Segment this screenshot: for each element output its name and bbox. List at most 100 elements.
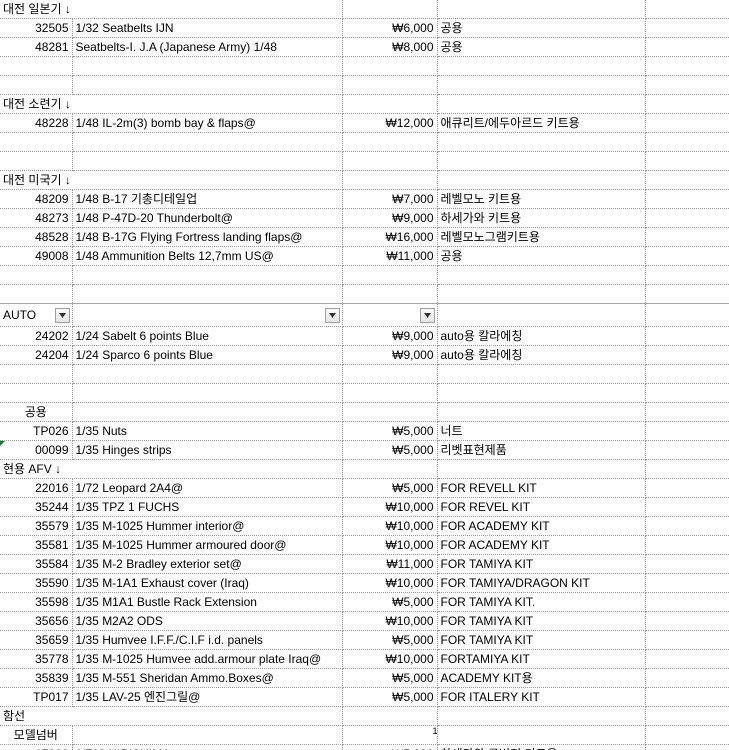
cell-empty[interactable] [645,478,729,498]
cell-code[interactable]: 00099 [0,440,73,460]
cell-note[interactable]: 레벨모노 키트용 [437,189,646,209]
cell-empty[interactable] [645,630,729,650]
cell-code[interactable]: 35839 [0,668,73,688]
cell-note[interactable]: FORTAMIYA KIT [437,649,646,669]
filter-cell-price[interactable] [342,303,438,327]
blank-row[interactable] [0,75,729,95]
section-header-row[interactable]: 현용 AFV ↓ [0,459,729,479]
section-title[interactable]: 현용 AFV ↓ [0,459,343,479]
cell-note[interactable] [437,725,646,745]
cell-price[interactable] [342,56,438,76]
cell-name[interactable]: 1/35 M-551 Sheridan Ammo.Boxes@ [72,668,343,688]
cell-price[interactable]: ₩11,000 [342,554,438,574]
table-row[interactable]: 48228 1/48 IL-2m(3) bomb bay & flaps@ ₩12,… [0,113,729,133]
section-header-row[interactable]: 대전 미국기 ↓ [0,170,729,190]
cell-empty[interactable] [645,246,729,266]
cell-price[interactable] [342,151,438,171]
cell-code[interactable]: 17008 [0,744,73,750]
cell-code[interactable]: 48273 [0,208,73,228]
cell-price[interactable] [342,364,438,384]
subsection-header-row[interactable]: 공용 [0,402,729,422]
table-row[interactable]: 48273 1/48 P-47D-20 Thunderbolt@ ₩9,000 하세가… [0,208,729,228]
cell-empty[interactable] [645,303,729,327]
chevron-down-icon[interactable] [419,307,435,323]
table-row[interactable]: 48281 Seatbelts-I. J.A (Japanese Army) 1/… [0,37,729,57]
cell-price[interactable]: ₩6,000 [342,18,438,38]
table-row[interactable]: 24202 1/24 Sabelt 6 points Blue ₩9,000 auto… [0,326,729,346]
cell-empty[interactable] [645,725,729,745]
table-row[interactable]: TP017 1/35 LAV-25 엔진그릴@ ₩5,000 FOR ITALERY … [0,687,729,707]
cell-empty[interactable] [645,440,729,460]
cell-name[interactable]: 1/35 Humvee I.F.F./C.I.F i.d. panels [72,630,343,650]
cell-price[interactable] [342,170,438,190]
cell-name[interactable]: 1/35 M1A1 Bustle Rack Extension [72,592,343,612]
cell-empty[interactable] [645,611,729,631]
cell-note[interactable] [437,364,646,384]
chevron-down-icon[interactable] [54,307,70,323]
cell-name[interactable] [72,284,343,304]
cell-empty[interactable] [645,56,729,76]
cell-price[interactable] [342,706,438,726]
cell-name[interactable]: 1/48 B-17 기총디테일업 [72,189,343,209]
chevron-down-icon[interactable] [324,307,340,323]
cell-name[interactable]: 1/35 M-2 Bradley exterior set@ [72,554,343,574]
cell-code[interactable]: 35778 [0,649,73,669]
filter-cell-code[interactable]: AUTO [0,303,73,327]
cell-price[interactable]: ₩10,000 [342,516,438,536]
cell-note[interactable]: FOR TAMIYA KIT. [437,592,646,612]
cell-price[interactable] [342,284,438,304]
cell-code[interactable]: 48209 [0,189,73,209]
autofilter-row[interactable]: AUTO [0,303,729,327]
cell-price[interactable]: ₩9,000 [342,345,438,365]
cell-note[interactable]: FOR ACADEMY KIT [437,535,646,555]
cell-note[interactable] [437,706,646,726]
cell-note[interactable]: FOR REVELL KIT [437,478,646,498]
cell-note[interactable] [437,94,646,114]
cell-empty[interactable] [645,497,729,517]
blank-row[interactable] [0,284,729,304]
cell-note[interactable]: FOR TAMIYA/DRAGON KIT [437,573,646,593]
cell-empty[interactable] [645,383,729,403]
table-row[interactable]: 35656 1/35 M2A2 ODS ₩10,000 FOR TAMIYA KIT [0,611,729,631]
cell-empty[interactable] [645,402,729,422]
cell-price[interactable]: ₩5,000 [342,592,438,612]
cell-empty[interactable] [645,687,729,707]
cell-price[interactable] [342,75,438,95]
table-row[interactable]: 35584 1/35 M-2 Bradley exterior set@ ₩11,0… [0,554,729,574]
cell-name[interactable]: 1/35 TPZ 1 FUCHS [72,497,343,517]
table-row[interactable]: TP026 1/35 Nuts ₩5,000 너트 [0,421,729,441]
cell-empty[interactable] [645,132,729,152]
blank-row[interactable] [0,132,729,152]
cell-empty[interactable] [645,592,729,612]
cell-price[interactable]: ₩7,000 [342,189,438,209]
cell-name[interactable] [72,56,343,76]
cell-empty[interactable] [645,364,729,384]
subsection-header-row[interactable]: 모델넘버 1 [0,725,729,745]
cell-name[interactable]: 1/72 Leopard 2A4@ [72,478,343,498]
filter-cell-name[interactable] [72,303,343,327]
table-row[interactable]: 35590 1/35 M-1A1 Exhaust cover (Iraq) ₩10,… [0,573,729,593]
cell-empty[interactable] [645,326,729,346]
blank-row[interactable] [0,364,729,384]
cell-price[interactable]: ₩5,000 [342,440,438,460]
cell-code[interactable] [0,151,73,171]
table-row[interactable]: 48209 1/48 B-17 기총디테일업 ₩7,000 레벨모노 키트용 [0,189,729,209]
cell-name[interactable] [72,75,343,95]
cell-code[interactable]: 35581 [0,535,73,555]
cell-code[interactable]: 24204 [0,345,73,365]
cell-name[interactable]: 1/35 Hinges strips [72,440,343,460]
cell-name[interactable]: 1/35 M-1A1 Exhaust cover (Iraq) [72,573,343,593]
cell-name[interactable]: 1/35 M-1025 Hummer interior@ [72,516,343,536]
cell-empty[interactable] [645,208,729,228]
cell-code[interactable]: 22016 [0,478,73,498]
cell-note[interactable] [437,284,646,304]
cell-note[interactable]: 애큐리트/에두아르드 키트용 [437,113,646,133]
cell-empty[interactable] [645,573,729,593]
cell-empty[interactable] [645,0,729,19]
cell-price[interactable]: ₩5,000 [342,630,438,650]
section-title[interactable]: 함선 [0,706,343,726]
cell-price[interactable]: ₩9,000 [342,208,438,228]
cell-code[interactable]: TP017 [0,687,73,707]
cell-price[interactable]: ₩5,000 [342,687,438,707]
cell-code[interactable]: 35244 [0,497,73,517]
